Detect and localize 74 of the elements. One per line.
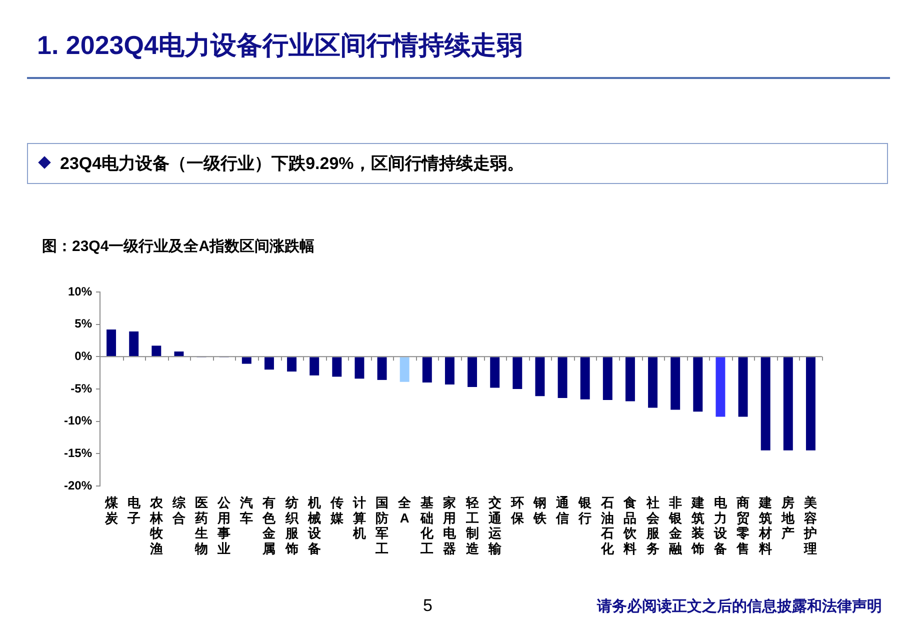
x-tick-label: 商贸零售 <box>736 495 750 556</box>
x-tick-label: 美容护理 <box>803 495 818 556</box>
bar <box>512 357 522 389</box>
x-tick-label: 交通运输 <box>487 495 502 556</box>
bar <box>264 357 274 370</box>
y-tick-label: -5% <box>70 381 92 396</box>
x-tick-label: 房地产 <box>780 495 796 541</box>
bar <box>400 357 410 382</box>
y-tick-label: -20% <box>64 478 92 492</box>
chart-subtitle: 23Q4电力设备（一级行业）下跌9.29%，区间行情持续走弱。 <box>60 153 524 175</box>
bar <box>129 331 139 356</box>
x-tick-label: 通信 <box>555 495 570 526</box>
bar <box>716 357 726 417</box>
text: 5 <box>423 596 432 616</box>
bar <box>535 357 545 396</box>
bar <box>693 357 703 412</box>
chart-title: 1. 2023Q4电力设备行业区间行情持续走弱 <box>37 29 522 62</box>
x-tick-label: 银行 <box>578 495 593 526</box>
x-tick-label: 有色金属 <box>262 495 277 556</box>
bar <box>806 357 816 450</box>
x-tick-label: 社会服务 <box>645 495 660 556</box>
x-tick-label: 电子 <box>126 495 142 526</box>
x-tick-label: 食品饮料 <box>622 495 638 556</box>
x-tick-label: 纺织服饰 <box>284 495 300 556</box>
x-tick-label: 综合 <box>171 495 186 526</box>
x-tick-label: 计算机 <box>352 495 366 541</box>
bar <box>152 346 162 356</box>
x-tick-label: 轻工制造 <box>464 495 480 556</box>
bar <box>242 357 252 364</box>
bar <box>760 357 770 450</box>
bar <box>444 357 454 384</box>
x-tick-label: 基础化工 <box>420 495 435 556</box>
bar <box>783 357 793 450</box>
text: 请务必阅读正文之后的信息披露和法律声明 <box>597 597 882 616</box>
x-tick-label: 农林牧渔 <box>148 495 164 556</box>
x-tick-label: 汽车 <box>239 495 254 526</box>
x-tick-label: 环保 <box>510 495 525 526</box>
x-tick-label: 石油石化 <box>600 495 616 556</box>
x-tick-label: 国防军工 <box>374 495 389 556</box>
x-tick-label: 钢铁 <box>532 495 548 526</box>
x-tick-label: 煤炭 <box>104 495 119 526</box>
x-tick-label: 机械设备 <box>306 495 322 556</box>
bar <box>738 357 748 417</box>
bar <box>602 357 612 400</box>
x-tick-label: 电力设备 <box>712 495 728 556</box>
bar <box>648 357 658 408</box>
x-tick-label: 家用电器 <box>442 495 458 556</box>
bar <box>558 357 568 398</box>
y-tick-label: 10% <box>68 284 92 298</box>
y-tick-label: -15% <box>64 446 92 460</box>
bar <box>310 357 320 376</box>
x-tick-label: 医药生物 <box>194 495 208 556</box>
bar <box>354 357 364 379</box>
x-tick-label: 非银金融 <box>668 495 683 556</box>
y-tick-label: -10% <box>64 414 92 428</box>
bar <box>422 357 432 383</box>
text: 图：23Q4一级行业及全A指数区间涨跌幅 <box>42 237 315 256</box>
bar <box>468 357 478 388</box>
bar <box>625 357 635 402</box>
x-tick-label: 建筑装饰 <box>690 495 704 556</box>
bar <box>490 357 500 388</box>
bar <box>332 357 342 377</box>
x-tick-label: 传媒 <box>329 495 344 526</box>
x-tick-label: 全A <box>397 495 412 526</box>
bar <box>106 330 116 356</box>
bar <box>174 351 184 356</box>
y-tick-label: 5% <box>74 316 92 331</box>
y-tick-label: 0% <box>74 348 92 363</box>
x-tick-label: 建筑材料 <box>758 495 772 556</box>
bar <box>670 357 680 410</box>
bar <box>377 357 387 380</box>
bar <box>287 357 297 372</box>
bar <box>580 357 590 400</box>
x-tick-label: 公用事业 <box>216 495 232 556</box>
